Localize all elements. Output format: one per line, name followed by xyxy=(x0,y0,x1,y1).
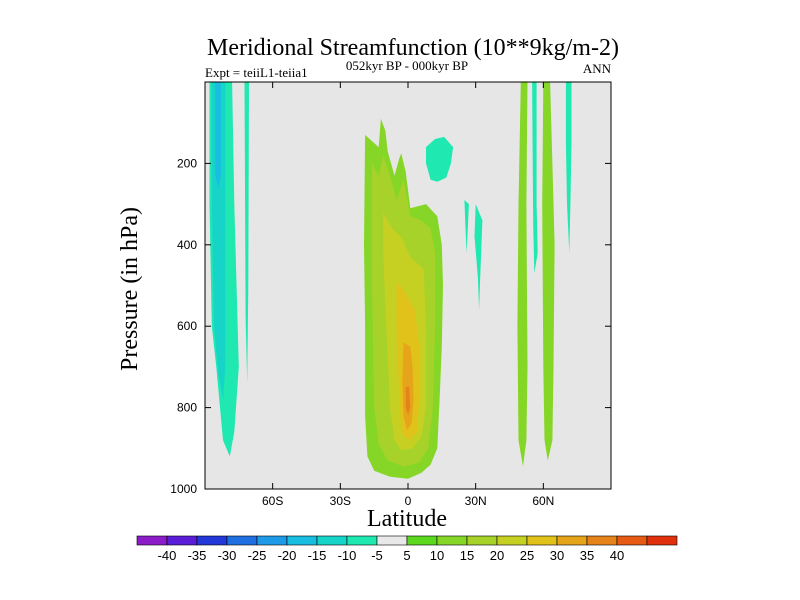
plot-area xyxy=(204,81,612,490)
x-axis: 60S 30S 0 30N 60N xyxy=(262,82,554,508)
colorbar-label: 30 xyxy=(550,548,564,563)
contour-trop-30 xyxy=(405,386,411,415)
x-axis-label: Latitude xyxy=(367,506,447,532)
colorbar-label: 10 xyxy=(430,548,444,563)
colorbar-label: 15 xyxy=(460,548,474,563)
contour-fills xyxy=(209,82,572,479)
contour-nh-pos-a xyxy=(517,82,528,467)
y-tick-label: 1000 xyxy=(170,482,197,496)
contour-subtrop-minus xyxy=(426,136,454,182)
colorbar-swatch xyxy=(586,535,618,546)
colorbar-label: -30 xyxy=(218,548,237,563)
colorbar-swatch xyxy=(616,535,648,546)
x-tick-label: 60N xyxy=(532,494,554,508)
colorbar-label: -5 xyxy=(371,548,383,563)
contour-nh-pos-b xyxy=(542,82,555,461)
contour-nh-streak-a xyxy=(464,200,469,253)
colorbar-swatch xyxy=(376,535,408,546)
y-tick-label: 600 xyxy=(177,319,197,333)
colorbar-swatch xyxy=(436,535,468,546)
colorbar-swatch xyxy=(556,535,588,546)
contour-sh-polar-minus15 xyxy=(215,82,221,188)
colorbar-swatch xyxy=(226,535,258,546)
colorbar-swatch xyxy=(316,535,348,546)
y-tick-label: 800 xyxy=(177,401,197,415)
colorbar-swatch xyxy=(406,535,438,546)
colorbar-swatch xyxy=(196,535,228,546)
contour-sh-streak xyxy=(244,82,249,384)
colorbar-swatch xyxy=(166,535,198,546)
experiment-label: Expt = teiiL1-teiia1 xyxy=(205,65,308,80)
contour-nh-polar-b xyxy=(565,82,572,253)
period-subtitle: 052kyr BP - 000kyr BP xyxy=(346,58,468,73)
colorbar-label: -15 xyxy=(308,548,327,563)
chart-title: Meridional Streamfunction (10**9kg/m-2) xyxy=(207,35,619,61)
y-tick-label: 200 xyxy=(177,156,197,170)
colorbar-label: -20 xyxy=(278,548,297,563)
colorbar-swatch xyxy=(646,535,678,546)
colorbar-swatch xyxy=(256,535,288,546)
x-tick-label: 60S xyxy=(262,494,283,508)
colorbar: -40 -35 -30 -25 -20 -15 -10 -5 5 10 15 20 25 30 35 40 xyxy=(136,535,678,563)
colorbar-label: -25 xyxy=(248,548,267,563)
x-tick-label: 30N xyxy=(465,494,487,508)
colorbar-swatch xyxy=(496,535,528,546)
colorbar-label: 40 xyxy=(610,548,624,563)
contour-nh-streak-b xyxy=(474,204,483,310)
colorbar-label: 20 xyxy=(490,548,504,563)
colorbar-label: -35 xyxy=(188,548,207,563)
contour-nh-polar-a xyxy=(532,82,538,274)
contour-trop-25 xyxy=(402,342,414,430)
colorbar-swatch xyxy=(466,535,498,546)
colorbar-label: 5 xyxy=(403,548,410,563)
colorbar-label: -40 xyxy=(158,548,177,563)
season-label: ANN xyxy=(583,61,612,76)
y-axis-label: Pressure (in hPa) xyxy=(117,207,143,371)
colorbar-swatch xyxy=(286,535,318,546)
y-tick-label: 400 xyxy=(177,238,197,252)
y-axis: 200 400 600 800 1000 xyxy=(170,156,611,496)
x-tick-label: 0 xyxy=(405,494,412,508)
colorbar-label: 35 xyxy=(580,548,594,563)
colorbar-label: 25 xyxy=(520,548,534,563)
colorbar-swatch xyxy=(346,535,378,546)
x-tick-label: 30S xyxy=(330,494,351,508)
colorbar-swatch xyxy=(136,535,168,546)
colorbar-swatch xyxy=(526,535,558,546)
contour-sh-polar-minus10 xyxy=(211,82,226,400)
colorbar-label: -10 xyxy=(338,548,357,563)
